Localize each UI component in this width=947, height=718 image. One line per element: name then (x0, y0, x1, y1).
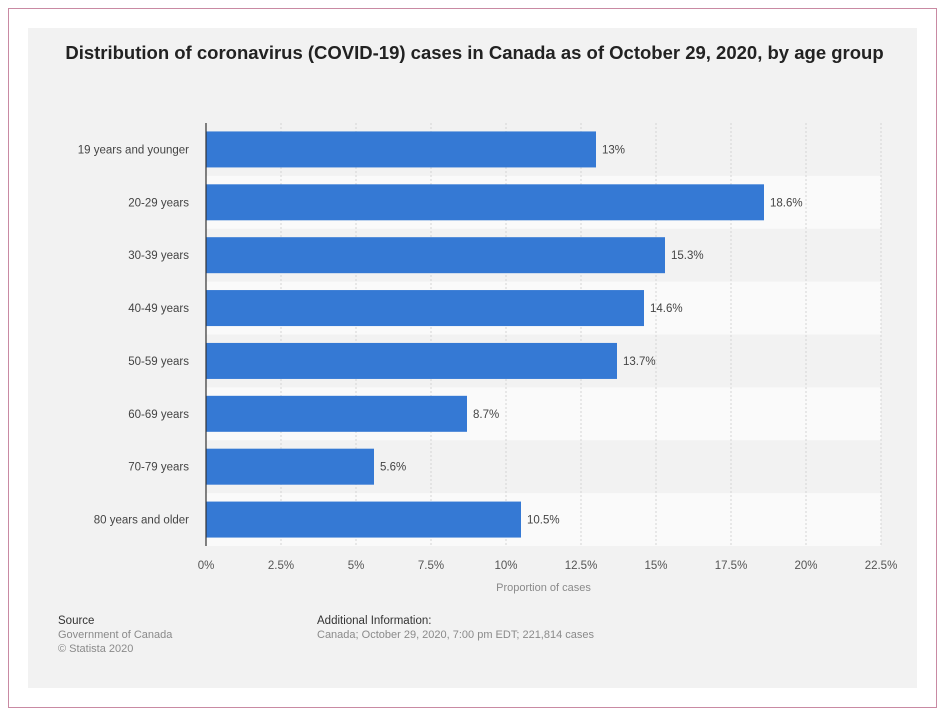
source-line-1: Government of Canada (58, 629, 173, 641)
x-tick-label: 5% (348, 560, 365, 572)
x-tick-label: 7.5% (418, 560, 444, 572)
value-label: 13% (602, 144, 625, 156)
x-tick-label: 12.5% (565, 560, 598, 572)
x-axis-title: Proportion of cases (496, 582, 591, 594)
x-tick-label: 0% (198, 560, 215, 572)
value-label: 8.7% (473, 409, 499, 421)
x-tick-label: 22.5% (865, 560, 898, 572)
additional-info-block: Additional Information: Canada; October … (317, 614, 594, 642)
category-label: 50-59 years (128, 356, 189, 368)
source-line-2: © Statista 2020 (58, 643, 134, 655)
bar (206, 395, 467, 432)
chart-title: Distribution of coronavirus (COVID-19) c… (65, 42, 884, 63)
x-tick-label: 15% (644, 560, 667, 572)
category-label: 80 years and older (94, 515, 189, 527)
category-label: 20-29 years (128, 197, 189, 209)
value-label: 14.6% (650, 303, 683, 315)
category-label: 40-49 years (128, 303, 189, 315)
bar (206, 448, 374, 485)
bar (206, 131, 596, 168)
value-label: 13.7% (623, 356, 656, 368)
category-label: 19 years and younger (78, 144, 189, 156)
x-tick-label: 20% (794, 560, 817, 572)
value-label: 15.3% (671, 250, 704, 262)
x-tick-label: 10% (494, 560, 517, 572)
x-tick-label: 17.5% (715, 560, 748, 572)
value-label: 5.6% (380, 462, 406, 474)
additional-info-text: Canada; October 29, 2020, 7:00 pm EDT; 2… (317, 629, 595, 641)
category-label: 70-79 years (128, 462, 189, 474)
bar (206, 342, 617, 379)
category-label: 30-39 years (128, 250, 189, 262)
bar (206, 184, 764, 221)
bar (206, 237, 665, 274)
category-label: 60-69 years (128, 409, 189, 421)
source-block: Source Government of Canada © Statista 2… (58, 614, 172, 656)
value-label: 18.6% (770, 197, 803, 209)
value-label: 10.5% (527, 515, 560, 527)
source-heading: Source (58, 615, 95, 627)
bar (206, 290, 644, 327)
x-tick-label: 2.5% (268, 560, 294, 572)
additional-info-heading: Additional Information: (317, 615, 432, 627)
bar (206, 501, 521, 538)
